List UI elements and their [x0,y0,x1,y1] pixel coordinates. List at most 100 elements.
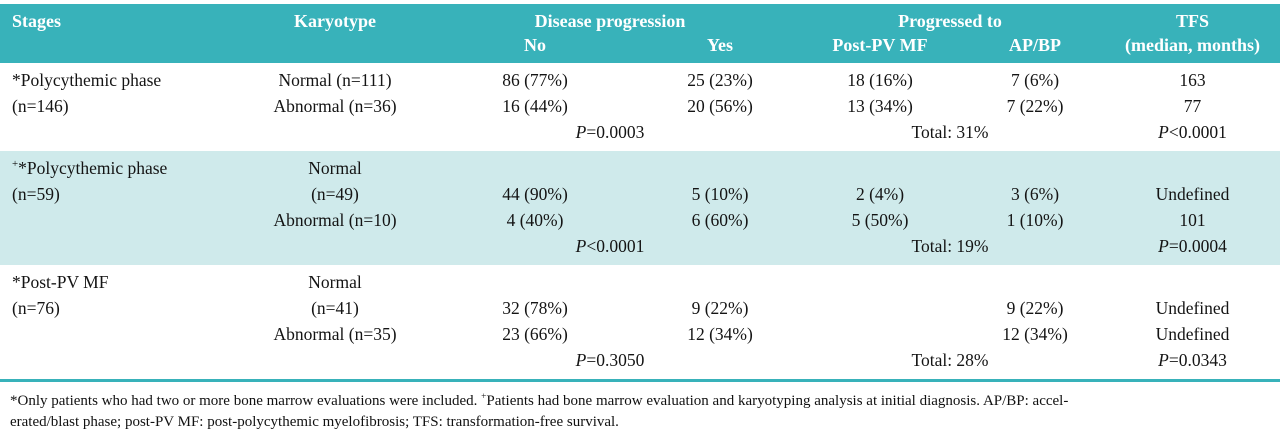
table-row: *Polycythemic phase Normal (n=111) 86 (7… [0,67,1280,93]
cell-tfs: 163 [1179,70,1206,90]
cell-tfs: Undefined [1155,324,1230,344]
footnote-line2: erated/blast phase; post-PV MF: post-pol… [10,414,619,430]
stage-name: *Post-PV MF [0,269,245,295]
cell-no: 4 (40%) [506,210,564,230]
stats-row: P=0.3050 Total: 28% P=0.0343 [0,347,1280,373]
cell-yes: 5 (10%) [691,184,749,204]
cell-post-pv-mf: 13 (34%) [847,96,913,116]
cell-karyotype: Abnormal (n=35) [273,324,397,344]
header-tfs: TFS [1175,11,1209,31]
group-post-pv-mf-n76: *Post-PV MF Normal (n=76) (n=41) 32 (78%… [0,265,1280,379]
footnote: *Only patients who had two or more bone … [0,382,1280,433]
header-tfs-subtitle: (median, months) [1124,35,1260,55]
p-value: =0.0004 [1168,236,1227,256]
cell-no: 86 (77%) [502,70,568,90]
table-row: *Post-PV MF Normal [0,269,1280,295]
cell-tfs: 77 [1183,96,1202,116]
header-row-2: No Yes Post-PV MF AP/BP (median, months) [0,33,1280,57]
cell-karyotype: (n=41) [311,298,359,318]
cell-ap-bp: 7 (6%) [1010,70,1060,90]
cell-karyotype: Normal [308,272,362,292]
cell-post-pv-mf [795,295,965,321]
cell-karyotype: (n=49) [311,184,359,204]
header-disease-progression: Disease progression [534,11,686,31]
cell-karyotype: Abnormal (n=10) [273,210,397,230]
p-value: =0.3050 [586,350,645,370]
cell-ap-bp: 9 (22%) [1006,298,1064,318]
cell-karyotype: Abnormal (n=36) [273,96,397,116]
table-row: +*Polycythemic phase Normal [0,155,1280,181]
p-value: <0.0001 [1168,122,1227,142]
cell-no: 16 (44%) [502,96,568,116]
p-value: =0.0343 [1168,350,1227,370]
header-karyotype: Karyotype [294,11,376,31]
stage-label: *Polycythemic phase [12,70,162,90]
cell-ap-bp: 3 (6%) [1010,184,1060,204]
header-ap-bp: AP/BP [1009,35,1061,55]
stage-name: +*Polycythemic phase [0,155,245,181]
p-value: =0.0003 [586,122,645,142]
p-value-progression: P=0.3050 [425,347,795,373]
p-symbol: P [1158,350,1169,370]
cell-yes: 12 (34%) [687,324,753,344]
table-header: Stages Karyotype Disease progression Pro… [0,4,1280,63]
cell-post-pv-mf [795,321,965,347]
stage-n: (n=76) [12,298,60,318]
table-row: (n=76) (n=41) 32 (78%) 9 (22%) 9 (22%) U… [0,295,1280,321]
p-value-tfs: P=0.0004 [1105,233,1280,259]
total-progressed: Total: 31% [911,122,989,142]
cell-karyotype: Normal [308,158,362,178]
stats-row: P<0.0001 Total: 19% P=0.0004 [0,233,1280,259]
cell-tfs: Undefined [1155,184,1230,204]
stage-n: (n=146) [12,96,69,116]
header-progressed-to: Progressed to [898,11,1002,31]
p-symbol: P [575,350,587,370]
stage-name: *Polycythemic phase [0,67,245,93]
table-row: (n=146) Abnormal (n=36) 16 (44%) 20 (56%… [0,93,1280,119]
cell-post-pv-mf: 5 (50%) [851,210,909,230]
header-row-1: Stages Karyotype Disease progression Pro… [0,9,1280,33]
group-polycythemic-phase-n59: +*Polycythemic phase Normal (n=59) (n=49… [0,151,1280,265]
table-row: (n=59) (n=49) 44 (90%) 5 (10%) 2 (4%) 3 … [0,181,1280,207]
footnote-line1-post: Patients had bone marrow evaluation and … [486,393,1069,409]
cell-yes: 25 (23%) [687,70,753,90]
group-polycythemic-phase-n146: *Polycythemic phase Normal (n=111) 86 (7… [0,63,1280,151]
p-symbol: P [1158,122,1169,142]
table-row: Abnormal (n=10) 4 (40%) 6 (60%) 5 (50%) … [0,207,1280,233]
header-post-pv-mf: Post-PV MF [832,35,928,55]
cell-yes: 6 (60%) [691,210,749,230]
p-symbol: P [1158,236,1169,256]
total-progressed: Total: 19% [911,236,989,256]
p-value-tfs: P=0.0343 [1105,347,1280,373]
divider-rule [0,379,1280,382]
cell-post-pv-mf: 18 (16%) [847,70,913,90]
cell-yes: 20 (56%) [687,96,753,116]
stage-n: (n=59) [12,184,60,204]
cell-karyotype: Normal (n=111) [278,70,392,90]
header-yes: Yes [707,35,733,55]
footnote-line1-pre: *Only patients who had two or more bone … [10,393,482,409]
p-value-progression: P<0.0001 [425,233,795,259]
cell-ap-bp: 7 (22%) [1006,96,1064,116]
stats-row: P=0.0003 Total: 31% P<0.0001 [0,119,1280,145]
p-symbol: P [575,122,587,142]
p-value-tfs: P<0.0001 [1105,119,1280,145]
cell-yes: 9 (22%) [691,298,749,318]
table-row: Abnormal (n=35) 23 (66%) 12 (34%) 12 (34… [0,321,1280,347]
p-value-progression: P=0.0003 [425,119,795,145]
header-no: No [524,35,546,55]
cell-no: 23 (66%) [502,324,568,344]
header-stages: Stages [12,11,61,31]
cell-no: 32 (78%) [502,298,568,318]
cell-tfs: 101 [1179,210,1206,230]
cell-ap-bp: 1 (10%) [1006,210,1064,230]
cell-ap-bp: 12 (34%) [1002,324,1068,344]
cell-tfs: Undefined [1155,298,1230,318]
p-symbol: P [575,236,587,256]
total-progressed: Total: 28% [911,350,989,370]
cell-no: 44 (90%) [502,184,568,204]
dagger-plus: + [12,158,19,171]
p-value: <0.0001 [586,236,645,256]
stage-label: *Post-PV MF [12,272,109,292]
